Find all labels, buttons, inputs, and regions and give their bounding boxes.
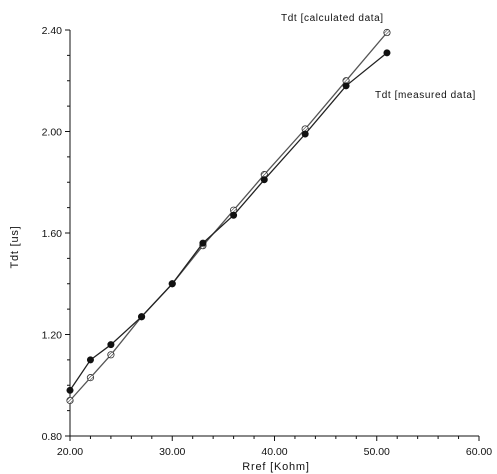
y-tick-label: 2.00 [42,127,63,139]
y-axis-ticks: 0.80 1.20 1.60 2.00 2.40 [42,25,70,443]
y-tick-label: 2.40 [42,25,63,37]
series-label-measured: Tdt [measured data] [375,90,476,101]
series-calculated [66,28,391,405]
data-point [86,374,95,382]
data-point [342,82,350,90]
data-point [230,211,238,219]
data-point [301,130,309,138]
x-axis-label: Rref [Kohm] [242,461,310,473]
data-point [86,356,94,364]
data-point [260,176,268,184]
data-point [383,28,391,37]
x-tick-label: 50.00 [364,446,390,458]
series-measured [66,49,391,394]
x-axis-ticks: 20.00 30.00 40.00 50.00 60.00 [57,436,492,458]
y-axis-label: Tdt [us] [9,225,21,268]
data-point [66,396,74,405]
data-point [66,386,74,394]
y-tick-label: 1.20 [42,330,63,342]
x-tick-label: 30.00 [159,446,185,458]
data-point [383,49,391,57]
series-label-calculated: Tdt [calculated data] [281,13,384,24]
data-point [107,351,115,359]
data-point [168,280,176,288]
y-tick-label: 1.60 [42,228,63,240]
y-tick-label: 0.80 [42,431,63,443]
series-line [69,52,388,391]
data-point [199,239,207,247]
x-tick-label: 60.00 [466,446,492,458]
data-point [107,341,115,349]
series-layer [66,28,391,405]
series-line [69,32,388,401]
x-tick-label: 20.00 [57,446,83,458]
data-point [138,313,146,321]
x-tick-label: 40.00 [261,446,287,458]
